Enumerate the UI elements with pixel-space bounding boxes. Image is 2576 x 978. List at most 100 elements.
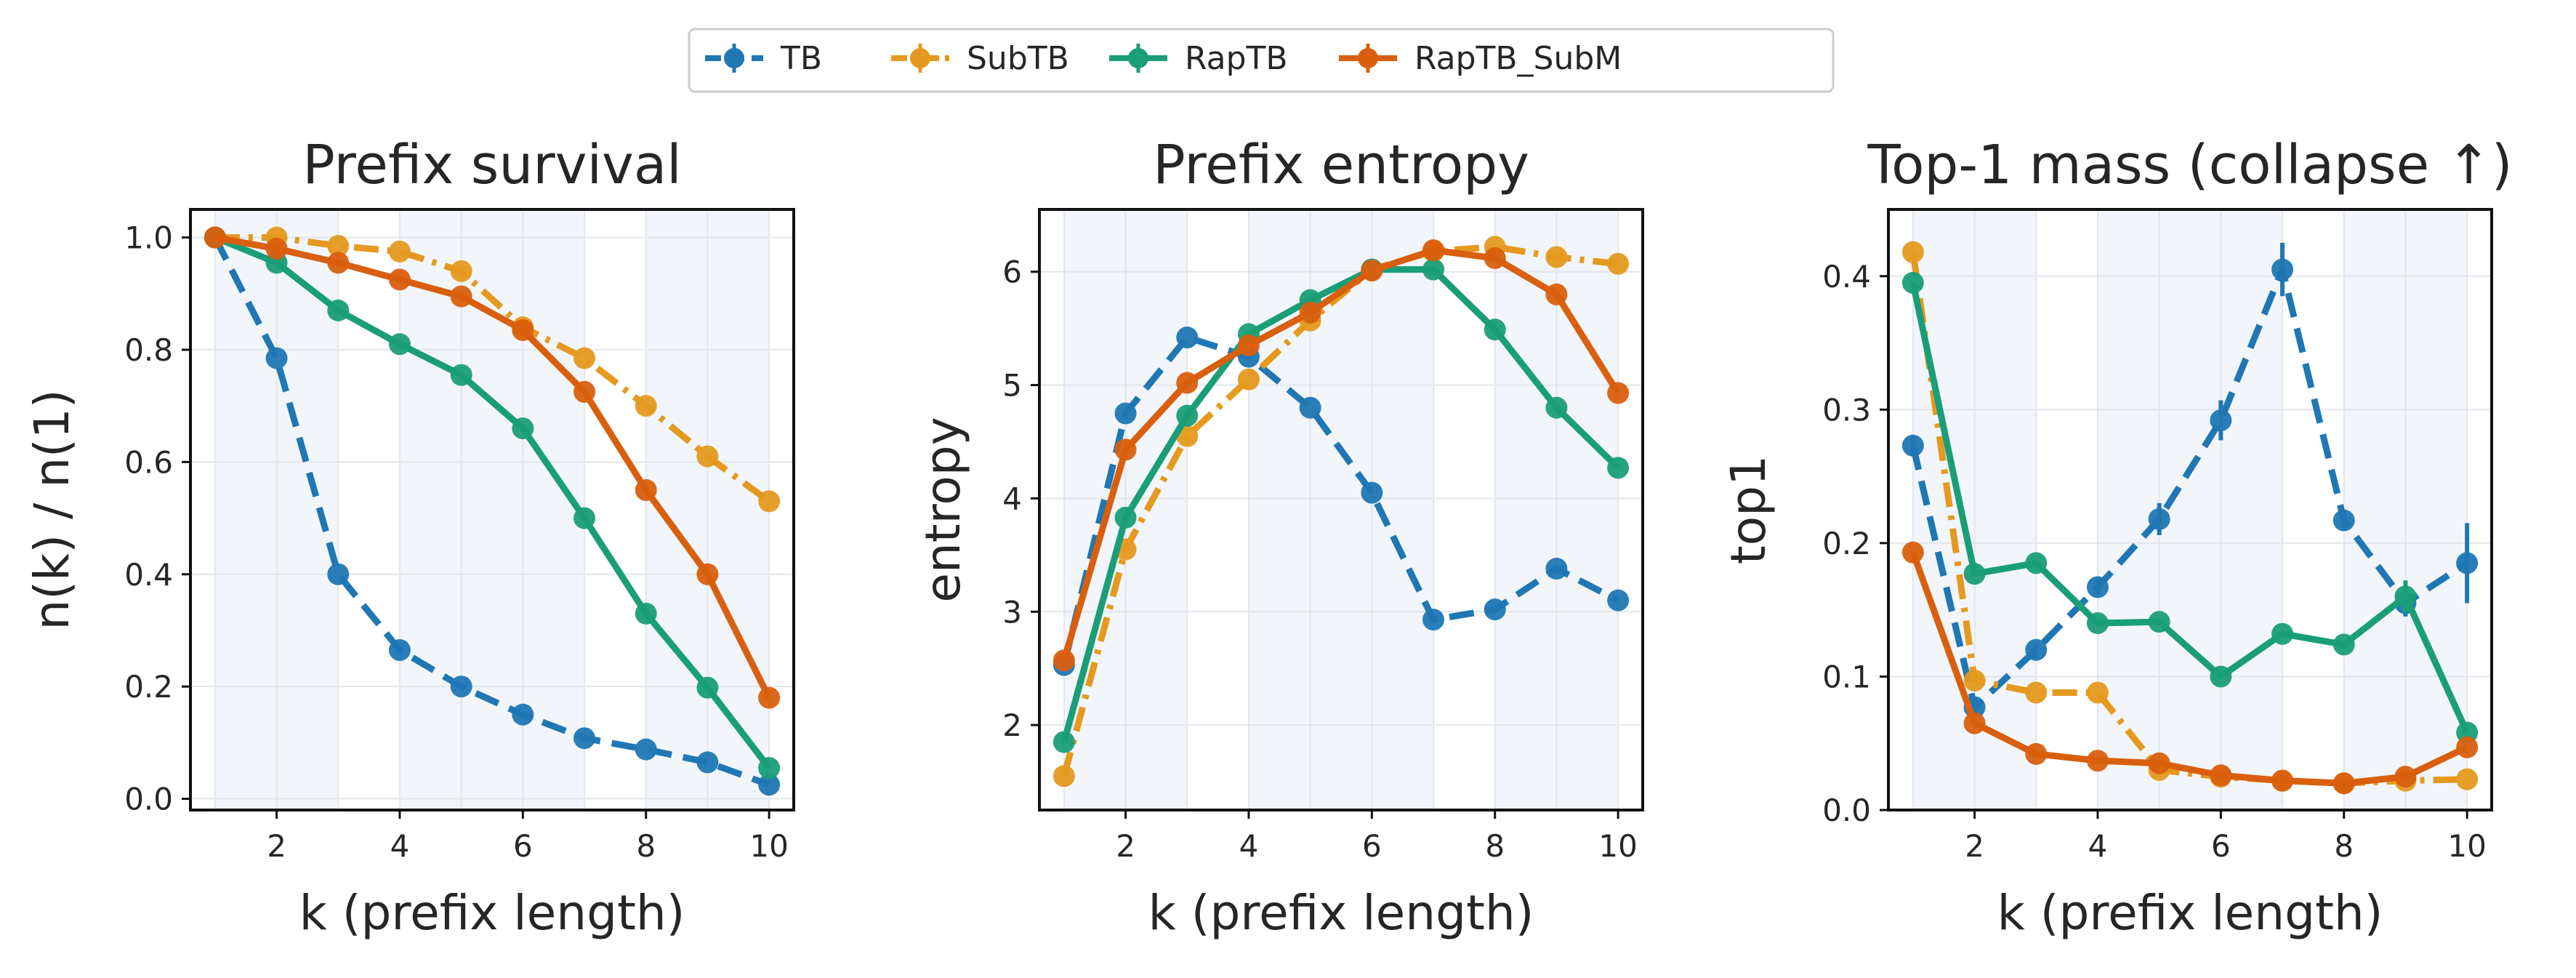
legend-marker [724, 48, 744, 68]
data-point [1176, 404, 1199, 427]
legend-item-raptb-subm: RapTB_SubM [1339, 40, 1622, 77]
data-point [265, 347, 288, 369]
series-tb [1052, 326, 1630, 676]
data-point [635, 738, 657, 761]
data-point [696, 751, 719, 774]
data-point [204, 226, 226, 249]
data-point [2148, 752, 2170, 774]
data-point [1299, 396, 1321, 419]
legend-item-subtb: SubTB [891, 40, 1069, 77]
legend-marker [1128, 48, 1148, 68]
x-tick-label: 2 [1116, 828, 1135, 864]
x-tick-label: 6 [513, 828, 533, 864]
y-tick-label: 5 [1002, 368, 1022, 404]
data-point [1422, 258, 1445, 281]
data-point [450, 364, 472, 386]
panel-title: Prefix entropy [1153, 134, 1529, 196]
y-tick-label: 0.1 [1822, 659, 1871, 694]
data-point [2210, 764, 2232, 787]
data-point [1484, 598, 1506, 621]
panel-2: 2 4 6 8 10 2 3 4 5 6 Prefix entropy k (prefix lengt… [915, 134, 1644, 941]
data-point [1901, 271, 1924, 294]
data-point [450, 285, 472, 308]
y-tick-label: 3 [1002, 594, 1022, 630]
x-tick-label: 4 [1239, 828, 1259, 864]
data-point [1176, 326, 1199, 349]
data-point [1176, 372, 1199, 394]
data-point [265, 238, 288, 260]
data-point [1114, 438, 1137, 461]
series-raptb [1901, 271, 2479, 744]
data-point [1901, 541, 1924, 564]
data-point [2148, 508, 2170, 530]
data-point [635, 602, 657, 625]
data-point [512, 703, 534, 726]
y-tick-label: 0.0 [124, 782, 173, 817]
legend-label: RapTB_SubM [1414, 40, 1622, 77]
data-point [573, 380, 596, 403]
data-point [635, 478, 657, 501]
data-point [1607, 252, 1630, 275]
data-point [2148, 611, 2170, 633]
legend-item-raptb: RapTB [1109, 40, 1288, 77]
data-point [2271, 769, 2294, 792]
panel-title: Top-1 mass (collapse ↑) [1867, 134, 2513, 196]
data-point [1422, 239, 1445, 262]
y-tick-label: 6 [1002, 254, 1022, 290]
data-point [2086, 750, 2109, 772]
y-axis-label: top1 [1720, 455, 1776, 564]
data-point [1484, 247, 1506, 270]
series-line [214, 234, 772, 770]
data-point [388, 638, 411, 661]
data-point [1963, 669, 1986, 692]
x-tick-label: 6 [1362, 828, 1382, 864]
data-point [1607, 589, 1630, 612]
data-point [1052, 649, 1075, 672]
legend-frame [688, 28, 1835, 93]
data-point [1901, 241, 1924, 263]
y-axis-label: n(k) / n(1) [24, 389, 80, 630]
data-point [573, 727, 596, 750]
data-point [573, 347, 596, 369]
data-point [1299, 301, 1321, 324]
data-point [327, 299, 350, 321]
data-point [2025, 681, 2048, 704]
x-tick-label: 2 [1965, 828, 1984, 864]
data-point [2394, 585, 2417, 608]
data-point [2456, 768, 2479, 790]
shaded-band [399, 209, 585, 810]
data-point [635, 395, 657, 417]
data-point [2394, 766, 2417, 788]
series-tb [1901, 242, 2479, 718]
data-point [1545, 558, 1568, 580]
data-point [1963, 563, 1986, 585]
data-point [1361, 260, 1383, 282]
x-tick-label: 10 [2447, 828, 2486, 864]
data-point [2086, 612, 2109, 635]
y-axis-label: entropy [915, 417, 971, 602]
legend-label: SubTB [967, 40, 1069, 77]
data-point [1545, 283, 1568, 305]
data-point [450, 260, 472, 282]
legend-marker [1358, 48, 1378, 68]
data-point [573, 507, 596, 529]
shaded-band [1248, 209, 1434, 810]
x-tick-label: 10 [749, 828, 788, 864]
data-point [2086, 576, 2109, 598]
data-point [1545, 396, 1568, 419]
axes-frame [1038, 208, 1644, 811]
x-tick-label: 2 [267, 828, 286, 864]
y-tick-label: 0.6 [124, 444, 173, 480]
y-tick-label: 0.8 [124, 332, 173, 368]
x-tick-label: 6 [2211, 828, 2231, 864]
legend-label: TB [780, 40, 822, 77]
y-tick-label: 0.2 [1822, 526, 1871, 561]
series-raptb-subm [1901, 541, 2479, 795]
x-tick-label: 8 [1485, 828, 1505, 864]
data-point [327, 252, 350, 274]
x-tick-label: 8 [2334, 828, 2354, 864]
data-point [2086, 681, 2109, 704]
data-point [2271, 622, 2294, 645]
data-point [1422, 609, 1445, 631]
